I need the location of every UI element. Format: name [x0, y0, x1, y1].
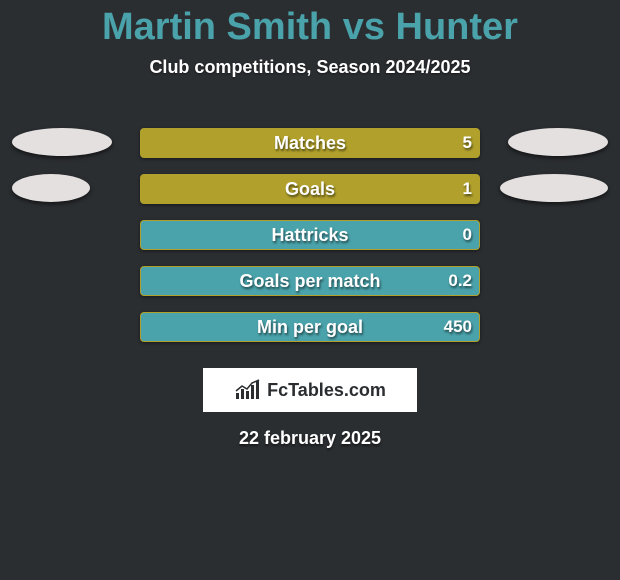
player2-name: Hunter	[396, 6, 518, 48]
stat-right-value: 0	[463, 220, 472, 250]
brand-badge: FcTables.com	[203, 368, 417, 412]
comparison-card: Martin Smith vs Hunter Club competitions…	[0, 0, 620, 580]
stat-rows: Matches 5 Goals 1 Hattricks 0 Go	[0, 122, 620, 352]
stat-row-matches: Matches 5	[0, 122, 620, 168]
stat-row-goals-per-match: Goals per match 0.2	[0, 260, 620, 306]
subtitle: Club competitions, Season 2024/2025	[0, 57, 620, 78]
date-label: 22 february 2025	[0, 428, 620, 449]
stat-bar	[140, 266, 480, 296]
left-bubble	[12, 174, 90, 202]
stat-row-goals: Goals 1	[0, 168, 620, 214]
stat-right-value: 1	[463, 174, 472, 204]
stat-row-hattricks: Hattricks 0	[0, 214, 620, 260]
right-bubble	[500, 174, 608, 202]
page-title: Martin Smith vs Hunter	[0, 0, 620, 49]
left-bubble	[12, 128, 112, 156]
stat-bar	[140, 174, 480, 204]
stat-bar	[140, 312, 480, 342]
stat-bar	[140, 128, 480, 158]
stat-right-value: 450	[444, 312, 472, 342]
chart-icon	[234, 379, 262, 401]
stat-row-min-per-goal: Min per goal 450	[0, 306, 620, 352]
stat-bar	[140, 220, 480, 250]
brand-text: FcTables.com	[267, 380, 386, 401]
vs-label: vs	[343, 6, 385, 48]
right-bubble	[508, 128, 608, 156]
player1-name: Martin Smith	[102, 6, 332, 48]
stat-right-value: 5	[463, 128, 472, 158]
stat-right-value: 0.2	[448, 266, 472, 296]
